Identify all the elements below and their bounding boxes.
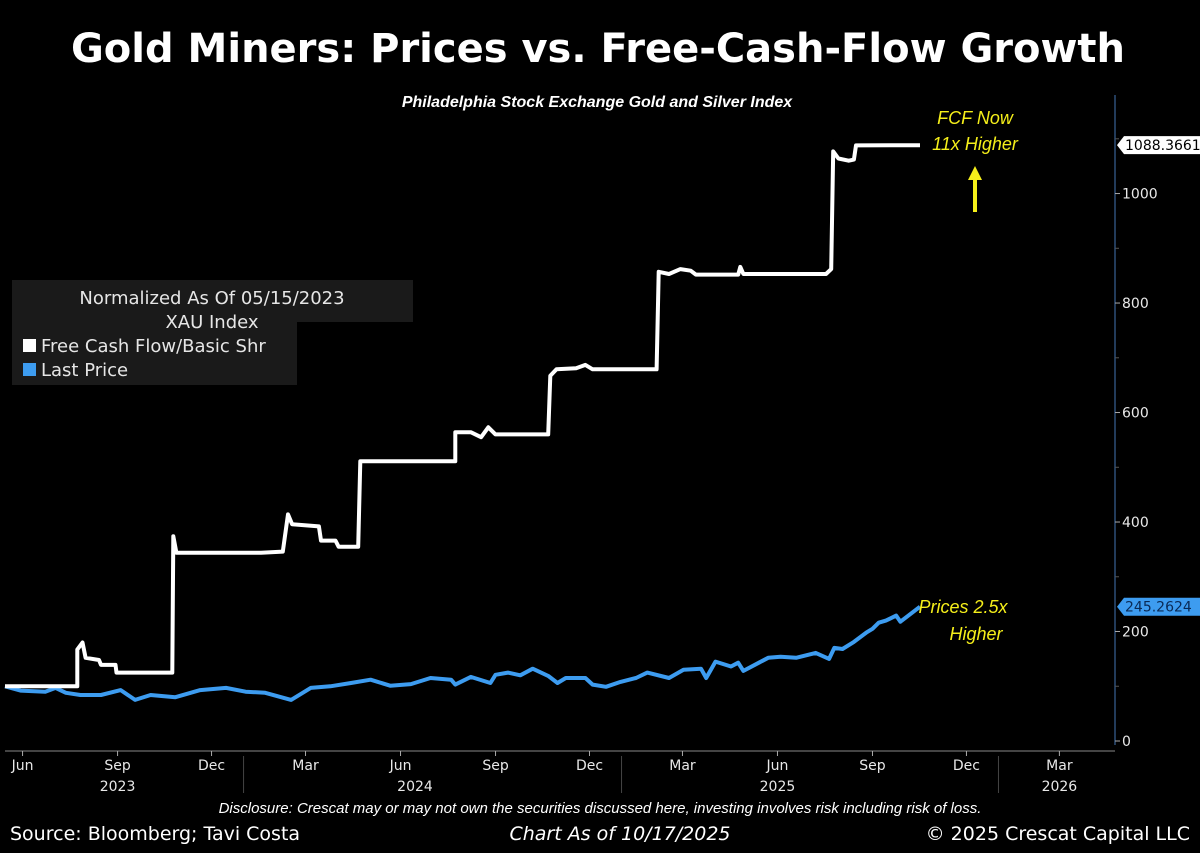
x-tick-label: Jun <box>766 758 789 774</box>
series-line-last-price <box>4 605 922 702</box>
x-tick-label: Mar <box>1046 758 1073 774</box>
y-tick-label: 800 <box>1122 296 1149 312</box>
x-tick-label: Dec <box>198 758 225 774</box>
x-tick-label: Jun <box>11 758 34 774</box>
chart-title: Gold Miners: Prices vs. Free-Cash-Flow G… <box>71 26 1125 72</box>
annotation-price-line1: Prices 2.5x <box>918 597 1008 617</box>
source-text: Source: Bloomberg; Tavi Costa <box>10 823 300 845</box>
chart-date-text: Chart As of 10/17/2025 <box>509 823 730 845</box>
disclosure-text: Disclosure: Crescat may or may not own t… <box>219 800 982 817</box>
legend-label-fcf: Free Cash Flow/Basic Shr <box>41 336 266 357</box>
x-tick-label: Dec <box>953 758 980 774</box>
y-tick-label: 600 <box>1122 406 1149 422</box>
last-value-badge-price <box>1117 597 1200 616</box>
annotation-fcf-line1: FCF Now <box>937 108 1014 128</box>
series-line-free-cash-flow <box>5 143 921 689</box>
legend: Normalized As Of 05/15/2023 XAU Index Fr… <box>12 280 413 385</box>
legend-swatch-fcf <box>23 339 36 352</box>
y-tick-label: 0 <box>1122 734 1131 750</box>
last-value-label-price: 245.2624 <box>1125 600 1192 616</box>
annotation-price-line2: Higher <box>949 624 1003 644</box>
legend-background <box>12 280 413 322</box>
x-tick-label: Mar <box>669 758 696 774</box>
axes: 0 200 400 600 800 1000 Jun Sep Dec Mar Jun Sep Dec Ma… <box>5 95 1200 795</box>
x-tick-label: Sep <box>482 758 509 774</box>
legend-background-lower <box>12 322 297 385</box>
y-tick-label: 200 <box>1122 625 1149 641</box>
legend-swatch-price <box>23 363 36 376</box>
last-value-label-fcf: 1088.3661 <box>1125 138 1200 154</box>
x-tick-label: Dec <box>576 758 603 774</box>
x-tick-label: Sep <box>104 758 131 774</box>
x-year-label: 2024 <box>397 779 433 795</box>
last-value-badge-fcf <box>1117 136 1200 155</box>
x-year-label: 2026 <box>1042 779 1078 795</box>
y-tick-label: 400 <box>1122 515 1149 531</box>
series-lines <box>4 143 922 702</box>
annotation-fcf-line2: 11x Higher <box>932 134 1019 154</box>
up-arrow-icon <box>968 166 982 212</box>
x-year-label: 2023 <box>100 779 136 795</box>
x-tick-label: Mar <box>292 758 319 774</box>
y-tick-label: 1000 <box>1122 187 1158 203</box>
chart-subtitle: Philadelphia Stock Exchange Gold and Sil… <box>402 94 793 111</box>
x-year-label: 2025 <box>760 779 796 795</box>
x-tick-label: Jun <box>389 758 412 774</box>
legend-label-price: Last Price <box>41 360 128 381</box>
copyright-text: © 2025 Crescat Capital LLC <box>926 823 1190 845</box>
legend-subheader: XAU Index <box>165 312 258 333</box>
x-tick-label: Sep <box>859 758 886 774</box>
legend-header: Normalized As Of 05/15/2023 <box>79 288 344 309</box>
